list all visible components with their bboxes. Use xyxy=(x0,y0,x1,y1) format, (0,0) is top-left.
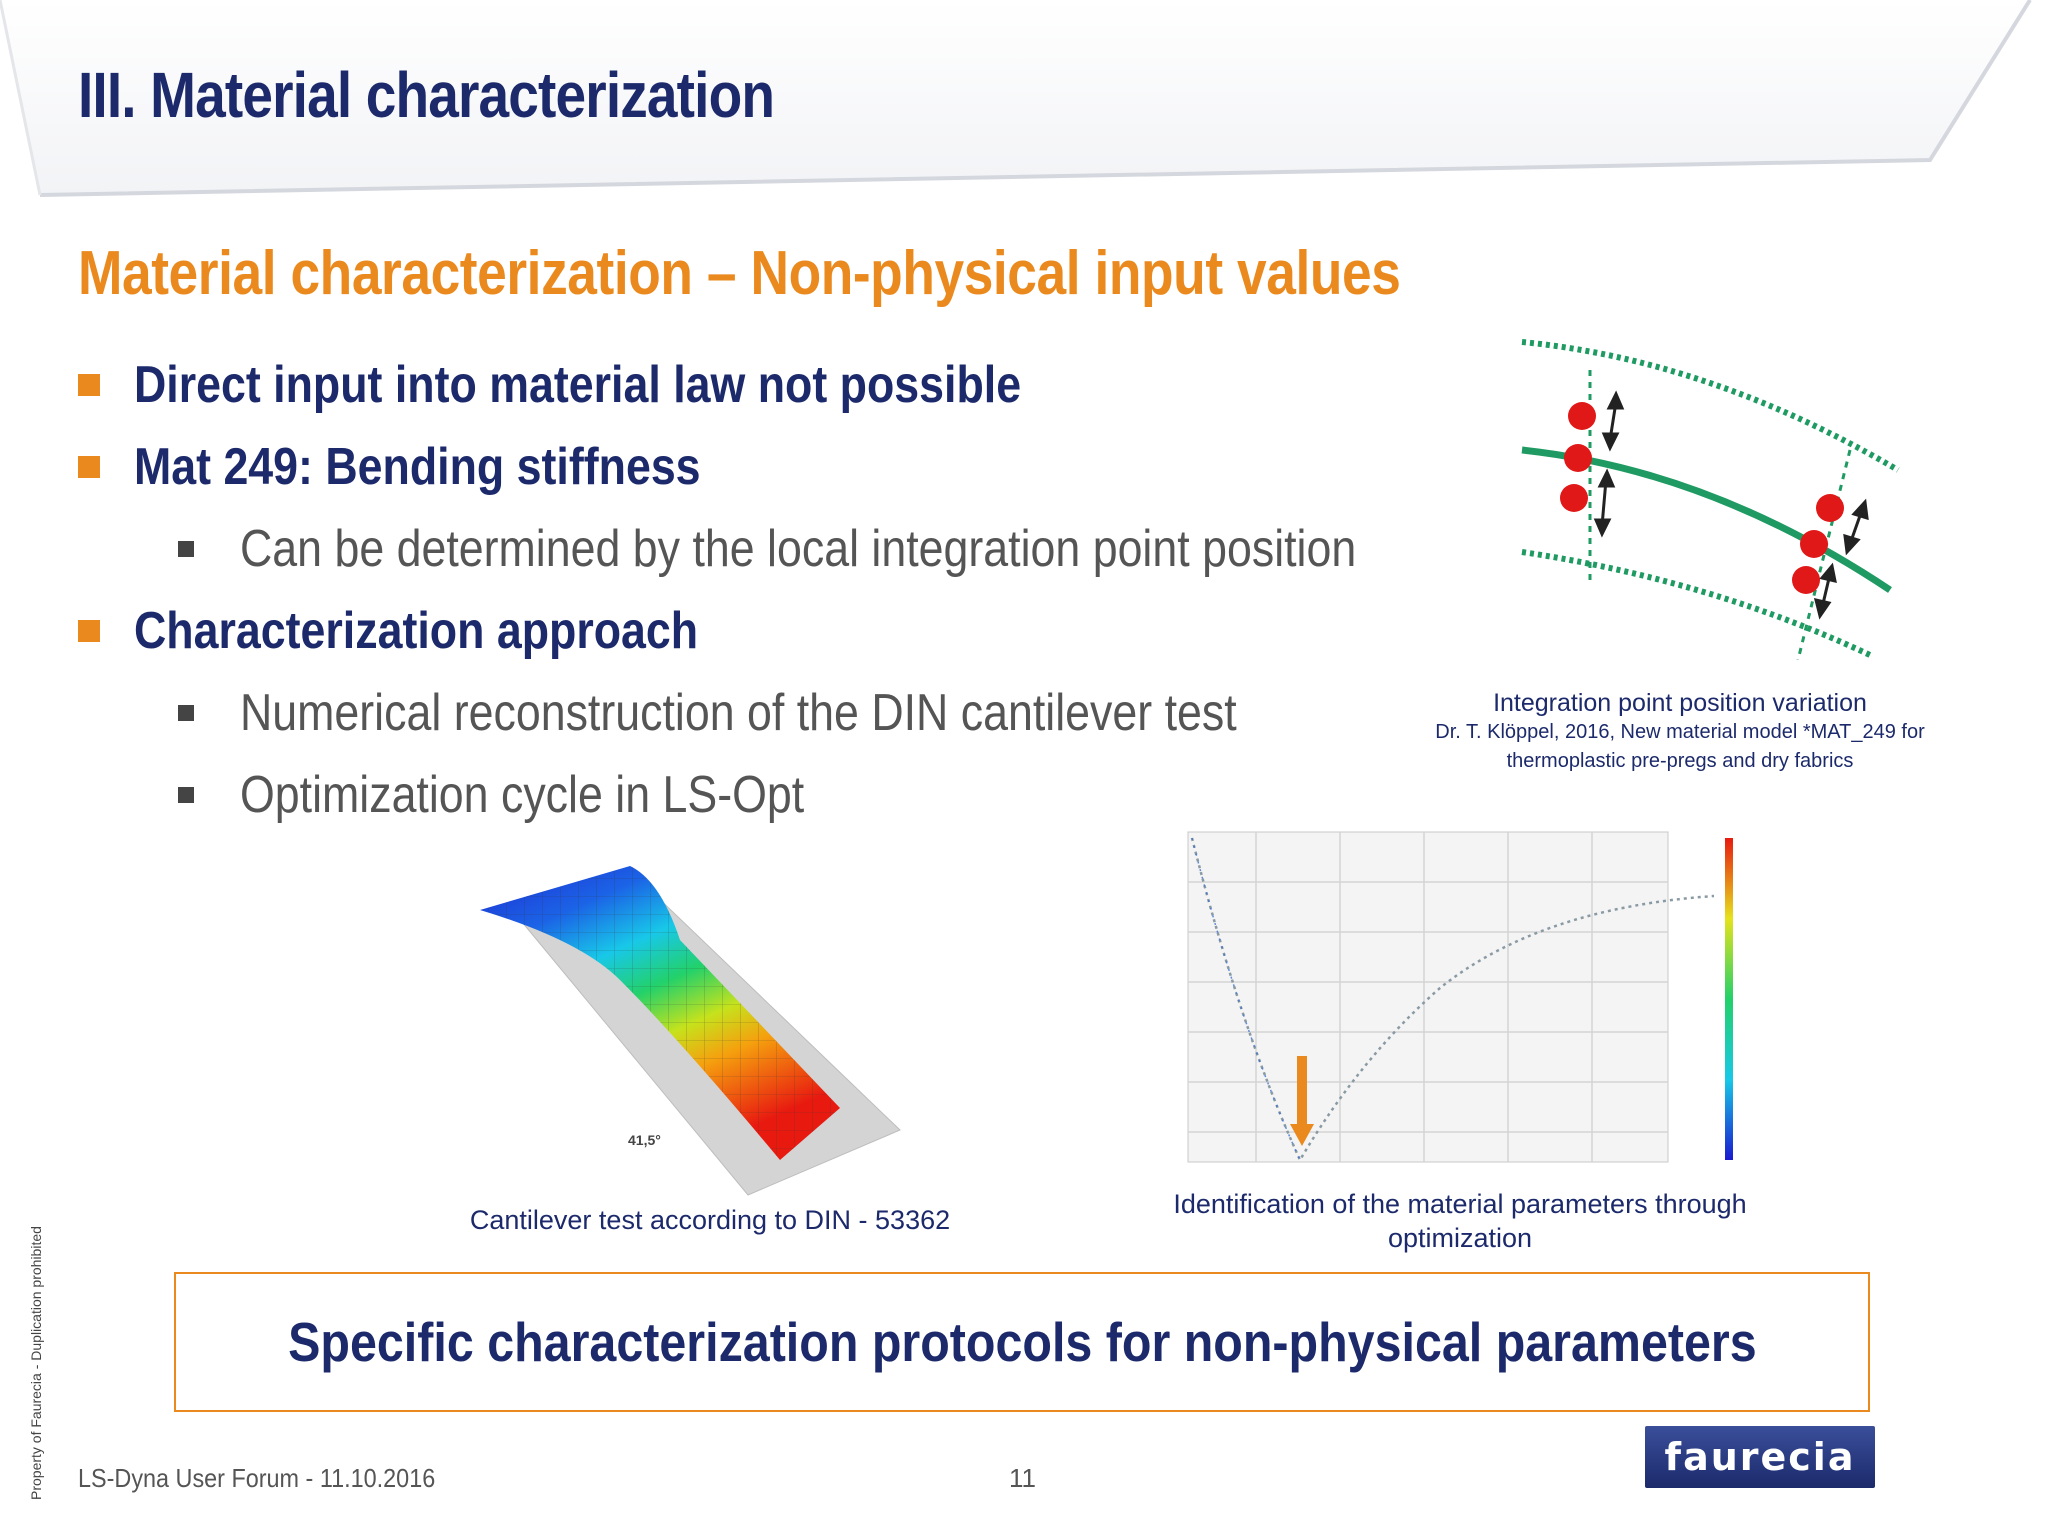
integration-point-diagram xyxy=(1521,339,1900,660)
bullet-text: Can be determined by the local integrati… xyxy=(240,520,1357,578)
bullet-square-icon xyxy=(178,541,194,557)
integration-reference-line2: thermoplastic pre-pregs and dry fabrics xyxy=(1506,750,1854,772)
slide-title: III. Material characterization xyxy=(78,59,775,131)
bullet-item: Mat 249: Bending stiffness xyxy=(78,432,793,502)
conclusion-callout: Specific characterization protocols for … xyxy=(174,1272,1870,1412)
bullet-square-icon xyxy=(78,374,100,396)
optimization-caption-line2: optimization xyxy=(1387,1223,1533,1253)
bullet-item: Characterization approach xyxy=(78,596,790,666)
cantilever-caption: Cantilever test according to DIN - 53362 xyxy=(469,1205,951,1235)
bullet-square-icon xyxy=(178,705,194,721)
header-band xyxy=(0,0,2032,197)
bullet-item: Direct input into material law not possi… xyxy=(78,350,1165,420)
bullet-square-icon xyxy=(78,456,100,478)
sub-bullet-item: Optimization cycle in LS-Opt xyxy=(178,760,896,830)
bullet-text: Mat 249: Bending stiffness xyxy=(134,438,701,496)
logo-text: faurecia xyxy=(1664,1435,1856,1479)
bullet-text: Numerical reconstruction of the DIN cant… xyxy=(240,684,1237,742)
callout-text: Specific characterization protocols for … xyxy=(287,1311,1757,1373)
sub-bullet-item: Numerical reconstruction of the DIN cant… xyxy=(178,678,1399,748)
bullet-square-icon xyxy=(78,620,100,642)
copyright-note: Property of Faurecia - Duplication prohi… xyxy=(28,1226,44,1500)
bullet-text: Characterization approach xyxy=(134,602,699,660)
optimization-plot xyxy=(1187,831,1733,1163)
bullet-text: Direct input into material law not possi… xyxy=(134,356,1022,414)
slide-subtitle: Material characterization – Non-physical… xyxy=(78,239,1401,308)
sub-bullet-item: Can be determined by the local integrati… xyxy=(178,514,1538,584)
bullet-text: Optimization cycle in LS-Opt xyxy=(240,766,805,824)
cantilever-simulation-image: 41,5° xyxy=(480,866,901,1196)
faurecia-logo: faurecia xyxy=(1645,1426,1875,1488)
bullet-square-icon xyxy=(178,787,194,803)
page-number: 11 xyxy=(1009,1463,1036,1493)
integration-caption: Integration point position variation xyxy=(1493,689,1867,717)
integration-reference-line1: Dr. T. Klöppel, 2016, New material model… xyxy=(1435,721,1925,743)
optimization-caption-line1: Identification of the material parameter… xyxy=(1173,1189,1747,1219)
cantilever-angle-label: 41,5° xyxy=(628,1132,661,1148)
footer-event: LS-Dyna User Forum - 11.10.2016 xyxy=(78,1463,436,1493)
